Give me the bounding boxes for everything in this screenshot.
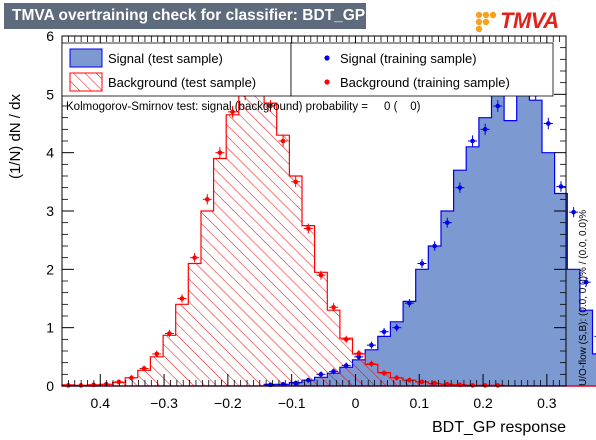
chart-title: TMVA overtraining check for classifier: … (4, 3, 366, 29)
signal-train-point (571, 209, 576, 215)
background-train-point (369, 361, 374, 367)
background-train-point (306, 226, 311, 231)
signal-train-point (306, 377, 311, 383)
background-train-point (103, 381, 109, 387)
background-train-point (268, 103, 273, 109)
background-train-point (482, 383, 488, 388)
background-train-point (432, 380, 437, 386)
legend-box-right (290, 42, 554, 97)
y-tick-label: 1 (46, 320, 54, 336)
x-tick-label: 0.3 (537, 395, 557, 411)
y-tick-label: 5 (46, 86, 54, 102)
background-train-point (217, 150, 223, 155)
y-tick-label: 2 (46, 261, 54, 277)
signal-train-point (457, 185, 463, 190)
background-train-point (495, 383, 501, 388)
y-tick-label: 6 (46, 28, 54, 44)
legend-label-signal-train: Signal (training sample) (340, 51, 477, 66)
background-train-point (331, 304, 336, 310)
background-train-point (116, 379, 122, 385)
signal-train-point (331, 369, 336, 374)
legend-label-background-train: Background (training sample) (340, 75, 510, 90)
x-tick-label: −0.2 (214, 395, 242, 411)
signal-train-point (546, 121, 551, 126)
background-train-point (204, 197, 210, 202)
background-train-point (129, 375, 134, 381)
x-tick-label: 0.2 (473, 395, 493, 411)
signal-train-point (583, 279, 589, 285)
background-train-point (407, 377, 412, 383)
signal-train-point (482, 127, 488, 132)
legend-marker-background-train (324, 79, 330, 85)
background-train-point (154, 351, 160, 357)
x-tick-label: 0.1 (410, 395, 430, 411)
logo-dots-icon (475, 11, 497, 33)
background-train-point (444, 381, 450, 387)
signal-train-point (369, 342, 374, 348)
y-axis-label: (1/N) dN / dx (7, 94, 24, 180)
signal-train-point (470, 138, 475, 144)
ks-test-text: Kolmogorov-Smirnov test: signal (backgro… (66, 101, 421, 113)
background-train-point (192, 255, 197, 260)
background-train-point (179, 296, 185, 301)
signal-train-point (293, 380, 298, 386)
x-tick-label: 0.4 (91, 395, 111, 411)
legend-swatch-background-test (69, 72, 103, 92)
overflow-text: U/O-flow (S,B): (0.0, 0.0)% / (0.0, 0.0)… (578, 210, 589, 386)
background-train-point (470, 383, 475, 388)
background-train-point (141, 366, 147, 371)
legend-marker-signal-train (324, 55, 330, 61)
signal-train-point (280, 381, 286, 387)
tmva-logo: TMVA (470, 6, 590, 36)
x-tick-label: −0.3 (150, 395, 178, 411)
x-tick-label: −0.1 (278, 395, 306, 411)
background-train-point (167, 331, 172, 336)
signal-train-point (432, 243, 437, 249)
signal-train-point (495, 103, 501, 109)
background-train-point (293, 179, 298, 185)
legend-label-signal-test: Signal (test sample) (108, 51, 223, 66)
background-train-point (280, 138, 286, 144)
signal-train-point (343, 363, 349, 368)
y-tick-label: 4 (46, 145, 54, 161)
background-train-point (381, 370, 387, 376)
plot-area: 0 1 2 3 4 5 6 0.4 −0.3 −0.2 −0.1 0 0.1 0.2 0.3 (46, 28, 596, 411)
signal-train-point (356, 354, 362, 360)
signal-train-point (444, 220, 450, 225)
x-axis-label: BDT_GP response (432, 419, 566, 436)
legend-label-background-test: Background (test sample) (108, 75, 256, 90)
background-train-point (394, 375, 400, 381)
x-tick-label: 0 (352, 395, 360, 411)
y-tick-label: 0 (46, 378, 54, 394)
legend-swatch-signal-test (69, 48, 103, 68)
background-train-point (356, 351, 362, 356)
background-train-point (230, 109, 235, 115)
signal-train-point (419, 261, 425, 266)
signal-train-point (558, 184, 564, 189)
logo-text: TMVA (500, 8, 559, 33)
signal-train-point (407, 300, 412, 306)
signal-train-point (394, 325, 400, 330)
background-train-point (343, 337, 349, 342)
y-tick-label: 3 (46, 203, 54, 219)
background-train-point (318, 272, 324, 278)
signal-train-point (318, 372, 324, 377)
background-train-point (419, 379, 425, 385)
signal-train-point (381, 329, 387, 335)
legend: Signal (test sample) Background (test sa… (61, 42, 554, 97)
